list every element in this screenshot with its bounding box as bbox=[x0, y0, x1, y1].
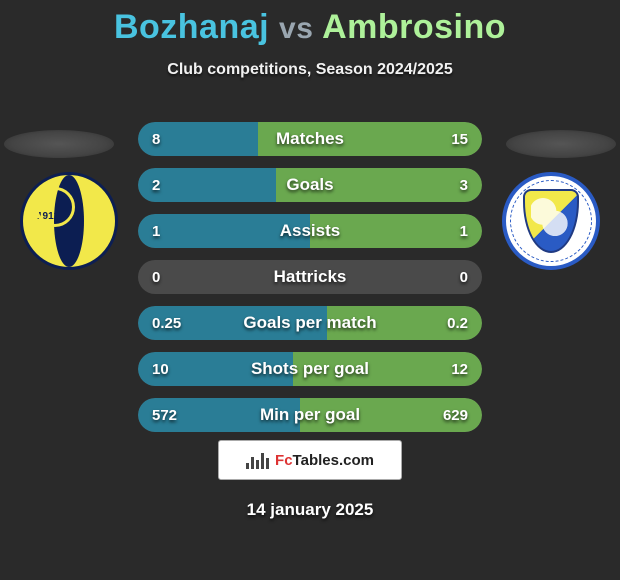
stat-bar: 0Hattricks0 bbox=[138, 260, 482, 294]
stat-value-right: 0.2 bbox=[447, 315, 468, 332]
modena-crest: 1912 bbox=[20, 172, 118, 270]
player2-name: Ambrosino bbox=[322, 8, 506, 46]
comparison-title: Bozhanaj vs Ambrosino bbox=[0, 0, 620, 47]
stat-bar: 1Assists1 bbox=[138, 214, 482, 248]
stat-bar: 572Min per goal629 bbox=[138, 398, 482, 432]
stat-label: Goals bbox=[138, 175, 482, 195]
stat-bar: 10Shots per goal12 bbox=[138, 352, 482, 386]
logo-text: FcTables.com bbox=[275, 452, 374, 469]
vs-text: vs bbox=[279, 12, 313, 45]
fctables-logo: FcTables.com bbox=[218, 440, 402, 480]
stat-label: Min per goal bbox=[138, 405, 482, 425]
stat-value-right: 1 bbox=[460, 223, 468, 240]
stat-value-right: 15 bbox=[451, 131, 468, 148]
stat-value-right: 3 bbox=[460, 177, 468, 194]
team-badge-left: 1912 bbox=[20, 172, 118, 270]
stat-label: Matches bbox=[138, 129, 482, 149]
stat-value-right: 629 bbox=[443, 407, 468, 424]
logo-rest: Tables.com bbox=[293, 452, 374, 469]
team-badge-right bbox=[502, 172, 600, 270]
player1-name: Bozhanaj bbox=[114, 8, 269, 46]
shadow-ellipse-right bbox=[506, 130, 616, 158]
shadow-ellipse-left bbox=[4, 130, 114, 158]
stat-bar: 2Goals3 bbox=[138, 168, 482, 202]
subtitle: Club competitions, Season 2024/2025 bbox=[0, 61, 620, 79]
stat-label: Goals per match bbox=[138, 313, 482, 333]
date-text: 14 january 2025 bbox=[0, 500, 620, 520]
stat-value-right: 12 bbox=[451, 361, 468, 378]
stat-value-right: 0 bbox=[460, 269, 468, 286]
stat-label: Hattricks bbox=[138, 267, 482, 287]
stat-label: Assists bbox=[138, 221, 482, 241]
stat-bar: 0.25Goals per match0.2 bbox=[138, 306, 482, 340]
stats-bars: 8Matches15 2Goals3 1Assists1 0Hattricks0 0.2… bbox=[138, 122, 482, 444]
frosinone-crest bbox=[502, 172, 600, 270]
logo-fc: Fc bbox=[275, 452, 293, 469]
stat-bar: 8Matches15 bbox=[138, 122, 482, 156]
stat-label: Shots per goal bbox=[138, 359, 482, 379]
chart-icon bbox=[246, 451, 269, 469]
